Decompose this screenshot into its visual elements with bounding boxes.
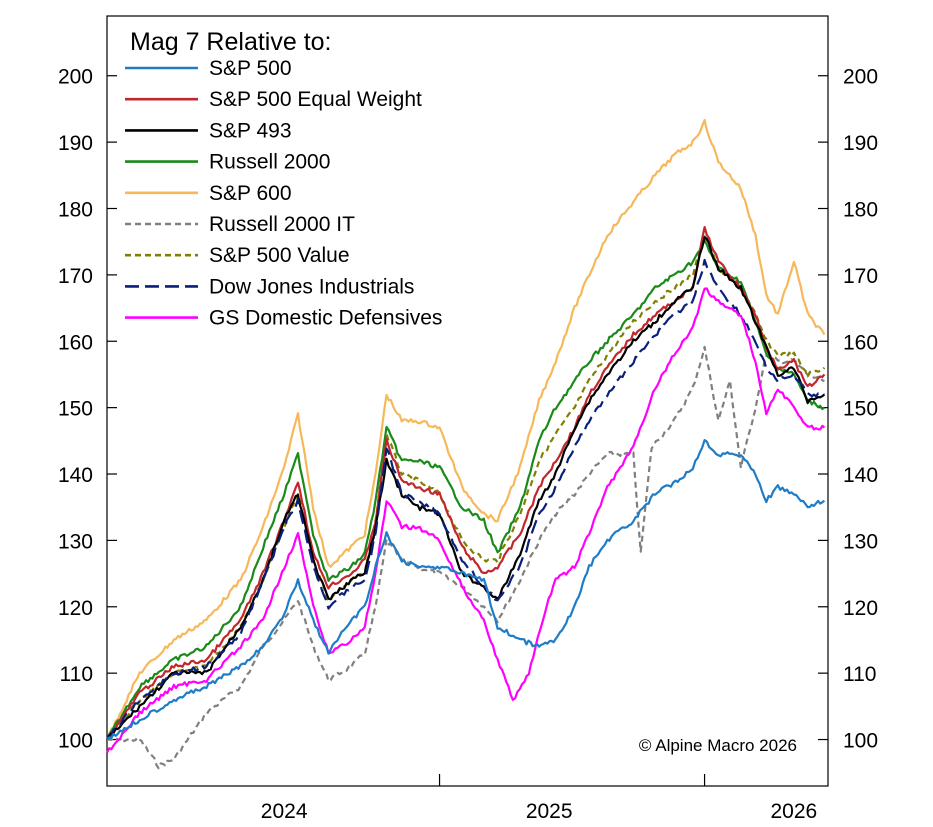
series-line xyxy=(106,118,826,741)
legend-label: Russell 2000 xyxy=(209,151,330,174)
series-line xyxy=(106,287,826,754)
legend-label: S&P 500 Equal Weight xyxy=(209,88,422,111)
legend-label: Russell 2000 IT xyxy=(209,213,355,236)
x-tick-label: 2024 xyxy=(261,800,308,823)
y-tick-label-left: 170 xyxy=(58,265,93,288)
x-tick-label: 2025 xyxy=(526,800,573,823)
y-tick-label-right: 120 xyxy=(843,597,878,620)
series-lines xyxy=(105,118,826,770)
series-line xyxy=(106,258,825,741)
legend-label: S&P 500 xyxy=(209,57,292,80)
x-tick-label: 2026 xyxy=(771,800,818,823)
y-tick-label-left: 100 xyxy=(58,730,93,753)
plot-frame xyxy=(106,15,829,787)
y-tick-label-left: 140 xyxy=(58,464,93,487)
y-tick-label-right: 190 xyxy=(843,132,878,155)
legend-title: Mag 7 Relative to: xyxy=(130,28,332,56)
y-tick-label-right: 180 xyxy=(843,199,878,222)
legend-label: Dow Jones Industrials xyxy=(209,275,414,298)
y-tick-label-right: 140 xyxy=(843,464,878,487)
y-tick-label-left: 190 xyxy=(58,132,93,155)
y-tick-label-right: 160 xyxy=(843,331,878,354)
series-line xyxy=(106,439,826,741)
y-tick-label-left: 200 xyxy=(58,66,93,89)
legend-label: S&P 600 xyxy=(209,182,292,205)
y-tick-label-right: 110 xyxy=(843,663,876,686)
legend: Mag 7 Relative to: S&P 500 S&P 500 Equal … xyxy=(125,28,442,330)
y-axis-left: 100 110 120 130 140 150 160 170 180 190 200 xyxy=(58,66,117,753)
y-tick-label-right: 170 xyxy=(843,265,878,288)
y-tick-label-left: 120 xyxy=(58,597,93,620)
y-tick-label-right: 200 xyxy=(843,66,878,89)
series-line xyxy=(107,345,825,770)
x-axis: 2024 2025 2026 xyxy=(261,774,817,823)
y-tick-label-left: 180 xyxy=(58,199,93,222)
legend-label: S&P 493 xyxy=(209,119,292,142)
legend-label: S&P 500 Value xyxy=(209,244,350,267)
y-axis-right: 100 110 120 130 140 150 160 170 180 190 200 xyxy=(818,66,878,753)
y-tick-label-left: 150 xyxy=(58,398,93,421)
y-tick-label-left: 160 xyxy=(58,331,93,354)
y-tick-label-right: 150 xyxy=(843,398,878,421)
y-tick-label-right: 100 xyxy=(843,730,878,753)
y-tick-label-left: 130 xyxy=(58,530,93,553)
y-tick-label-right: 130 xyxy=(843,530,878,553)
legend-label: GS Domestic Defensives xyxy=(209,307,442,330)
series-line xyxy=(106,226,826,740)
credit-text: © Alpine Macro 2026 xyxy=(639,736,797,755)
y-tick-label-left: 110 xyxy=(60,663,93,686)
